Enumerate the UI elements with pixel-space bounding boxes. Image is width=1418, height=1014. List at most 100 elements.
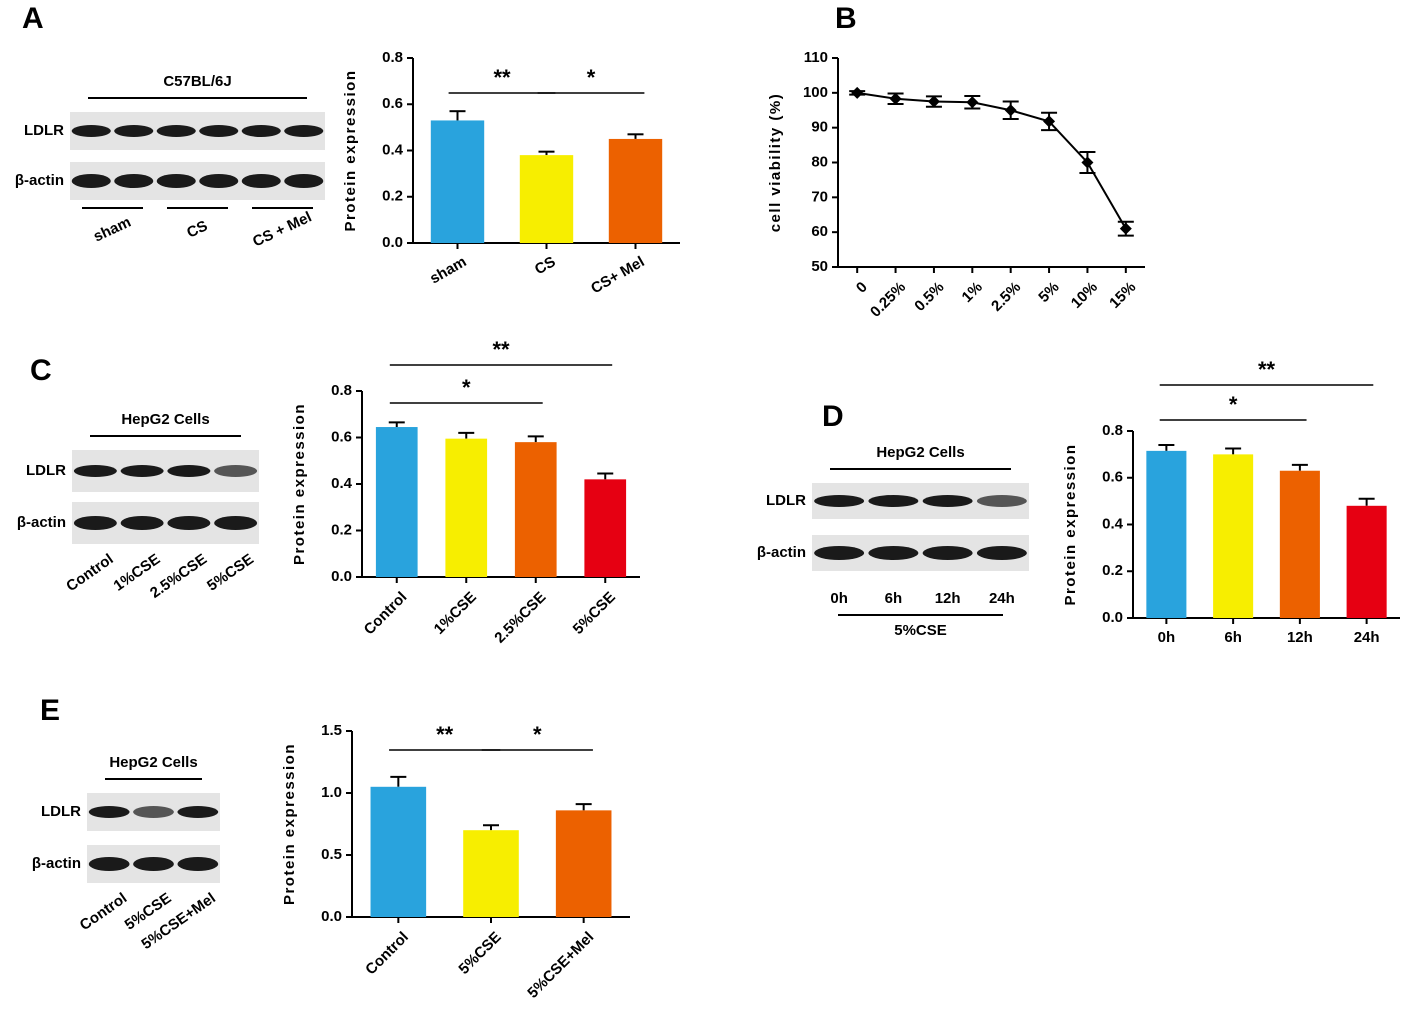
bar (430, 120, 485, 243)
significance-label: * (1229, 392, 1238, 417)
x-tick-label: 0 (853, 279, 871, 297)
x-tick-label: 5%CSE+Mel (524, 929, 597, 1002)
y-tick-label: 0.5 (321, 846, 342, 863)
y-tick-label: 0.8 (1102, 422, 1123, 439)
significance-label: ** (436, 722, 454, 747)
blot-band (922, 495, 973, 507)
y-tick-label: 0.6 (382, 95, 403, 112)
x-tick-label: 6h (1224, 629, 1242, 646)
lane-label: 5%CSE (204, 551, 257, 595)
blot-row-label: β-actin (15, 172, 64, 189)
bar (555, 810, 612, 917)
blot-band (71, 174, 111, 188)
blot-band (814, 495, 865, 507)
bar (519, 155, 574, 243)
marker (1004, 104, 1017, 117)
bar (1279, 470, 1320, 618)
blot-header: HepG2 Cells (121, 411, 209, 428)
blot-band (120, 465, 164, 477)
bar (1346, 505, 1387, 618)
blot-band (71, 125, 111, 137)
blot-band (167, 516, 211, 530)
y-tick-label: 0.2 (331, 521, 352, 538)
blot-band (177, 857, 219, 871)
blot-band (976, 546, 1027, 560)
x-tick-label: Control (361, 589, 411, 639)
x-tick-label: 15% (1106, 279, 1139, 312)
y-axis-label: Protein expression (281, 743, 298, 905)
y-axis-label: Protein expression (1062, 443, 1079, 605)
y-tick-label: 1.5 (321, 722, 342, 739)
bar (370, 786, 427, 917)
blot-band (73, 465, 117, 477)
blot-strip (70, 112, 325, 150)
significance-label: ** (492, 337, 510, 362)
blot-band (976, 495, 1027, 507)
y-tick-label: 70 (811, 188, 828, 205)
blot-band (133, 806, 174, 818)
blot-row-label: β-actin (32, 855, 81, 872)
blot-band (868, 546, 919, 560)
x-tick-label: sham (427, 253, 469, 287)
x-tick-label: 5% (1035, 279, 1062, 306)
bar (375, 427, 418, 577)
panel-letter: D (822, 400, 844, 433)
lane-label: 12h (935, 590, 961, 607)
blot-band (120, 516, 164, 530)
y-axis-label: Protein expression (342, 69, 359, 231)
x-tick-label: CS+ Mel (588, 253, 647, 297)
bar (584, 479, 627, 577)
blot-band (88, 857, 130, 871)
blot-band (114, 125, 154, 137)
marker (889, 92, 902, 105)
blot-band (177, 806, 219, 818)
x-tick-label: 10% (1068, 279, 1101, 312)
x-tick-label: 2.5%CSE (491, 589, 549, 647)
x-tick-label: 0.5% (911, 279, 947, 315)
bar (463, 830, 519, 917)
marker (1043, 115, 1056, 128)
y-tick-label: 0.6 (1102, 469, 1123, 486)
y-tick-label: 0.6 (331, 428, 352, 445)
y-axis-label: cell viability (%) (767, 93, 784, 233)
y-tick-label: 0.8 (331, 382, 352, 399)
blot-header: HepG2 Cells (876, 444, 964, 461)
blot-band (868, 495, 919, 507)
lane-label: CS (184, 217, 210, 241)
blot-band (133, 857, 174, 871)
y-tick-label: 0.0 (1102, 609, 1123, 626)
marker (1119, 222, 1132, 235)
blot-band (284, 174, 324, 188)
marker (927, 95, 940, 108)
lane-label: Control (63, 551, 116, 596)
blot-band (73, 516, 117, 530)
x-tick-label: Control (362, 929, 412, 979)
blot-band (922, 546, 973, 560)
x-tick-label: 2.5% (988, 279, 1024, 315)
lane-label: Control (77, 890, 130, 935)
bar (1213, 454, 1254, 618)
marker (1081, 156, 1094, 169)
blot-strip (70, 162, 325, 200)
panel-letter: B (835, 2, 857, 35)
bar (1146, 450, 1187, 618)
significance-label: * (587, 65, 596, 90)
y-axis-label: Protein expression (291, 403, 308, 565)
blot-band (284, 125, 324, 137)
blot-band (214, 465, 258, 477)
y-tick-label: 60 (811, 223, 828, 240)
bar (445, 438, 488, 577)
blot-row-label: LDLR (24, 122, 64, 139)
blot-band (241, 125, 281, 137)
y-tick-label: 0.0 (321, 908, 342, 925)
blot-band (167, 465, 211, 477)
blot-header: HepG2 Cells (109, 754, 197, 771)
blot-band (156, 125, 196, 137)
blot-band (214, 516, 258, 530)
y-tick-label: 0.0 (382, 234, 403, 251)
lane-label: 6h (885, 590, 903, 607)
significance-label: * (462, 375, 471, 400)
significance-label: * (533, 722, 542, 747)
blot-band (199, 125, 239, 137)
